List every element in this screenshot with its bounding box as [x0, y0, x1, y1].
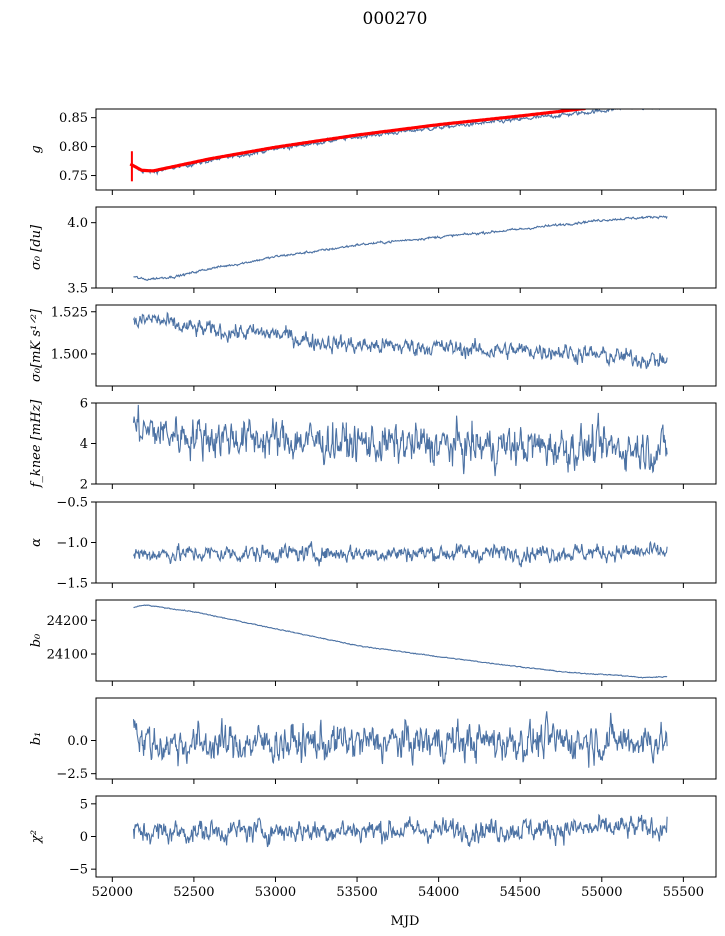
panel-chi2: −5 0 5 52000 52500 53000 53500 54000 54500 55000 5…	[29, 795, 717, 900]
series-line-b0	[133, 604, 668, 679]
x-axis-label: MJD	[391, 914, 420, 929]
y-axis-label-b0: b₀	[29, 633, 44, 647]
y-tick-label-sigma0_du: 3.5	[67, 282, 88, 297]
series-line-b1	[132, 711, 668, 768]
x-tick-label: 54500	[500, 885, 541, 900]
x-tick-label: 55500	[663, 885, 704, 900]
y-tick-label-g: 0.75	[59, 169, 88, 184]
panel-alpha: −1.5 −1.0 −0.5 α	[29, 496, 717, 592]
y-axis-label-sigma0_mks: σ₀[mK s¹ᐟ²]	[29, 308, 44, 382]
y-tick-label-alpha: −0.5	[56, 496, 88, 511]
x-tick-label: 53000	[255, 885, 296, 900]
y-tick-label-fknee: 4	[80, 437, 88, 452]
y-axis-label-fknee: f_knee [mHz]	[29, 399, 44, 489]
y-tick-label-chi2: −5	[69, 863, 88, 878]
axes-frame-fknee	[95, 402, 717, 485]
panel-g: 0.75 0.80 0.85 g	[29, 108, 717, 195]
y-axis-label-chi2: χ²	[29, 830, 44, 844]
y-axis-label-sigma0_du: σ₀ [du]	[29, 224, 44, 270]
y-tick-label-fknee: 6	[80, 397, 88, 412]
y-tick-label-alpha: −1.0	[56, 536, 88, 551]
series-line-chi2	[132, 813, 668, 848]
panel-fknee: 2 4 6 f_knee [mHz]	[29, 397, 717, 493]
axes-frame-alpha	[95, 501, 717, 584]
y-tick-label-g: 0.85	[59, 111, 88, 126]
series-line-g	[133, 109, 660, 176]
series-line-fknee	[132, 404, 668, 477]
y-axis-label-alpha: α	[29, 538, 44, 547]
x-tick-label: 52500	[173, 885, 214, 900]
series-line-alpha	[133, 540, 668, 568]
y-tick-label-sigma0_mks: 1.525	[51, 305, 88, 320]
y-tick-label-g: 0.80	[59, 140, 88, 155]
figure-title: 000270	[363, 9, 428, 29]
y-tick-label-alpha: −1.5	[56, 577, 88, 592]
y-tick-label-chi2: 5	[80, 797, 88, 812]
x-tick-label: 55000	[581, 885, 622, 900]
y-tick-label-fknee: 2	[80, 478, 88, 493]
overlay-line-g	[129, 109, 586, 173]
y-tick-label-sigma0_mks: 1.500	[51, 347, 88, 362]
x-tick-label: 52000	[92, 885, 133, 900]
y-tick-label-b1: 0.0	[67, 734, 88, 749]
y-tick-label-chi2: 0	[80, 830, 88, 845]
y-tick-label-b1: −2.5	[56, 767, 88, 782]
axes-frame-b1	[95, 697, 717, 780]
x-tick-label: 53500	[336, 885, 377, 900]
y-axis-label-g: g	[29, 145, 44, 153]
axes-frame-sigma0_du	[95, 206, 717, 289]
panels: 0.75 0.80 0.85 g 3.5 4.0 σ₀ [du] 1.500 1.525 σ₀[m…	[29, 108, 717, 900]
axes-frame-g	[95, 108, 717, 191]
axes-frame-sigma0_mks	[95, 304, 717, 387]
panel-sigma0_mks: 1.500 1.525 σ₀[mK s¹ᐟ²]	[29, 304, 717, 391]
y-axis-label-b1: b₁	[29, 732, 44, 746]
y-tick-label-b0: 24200	[47, 614, 88, 629]
axes-frame-b0	[95, 599, 717, 682]
axes-frame-chi2	[95, 795, 717, 878]
series-line-sigma0_mks	[133, 311, 668, 370]
panel-b1: −2.5 0.0 b₁	[29, 697, 717, 784]
series-line-sigma0_du	[133, 215, 668, 282]
panel-sigma0_du: 3.5 4.0 σ₀ [du]	[29, 206, 717, 297]
y-tick-label-sigma0_du: 4.0	[67, 216, 88, 231]
x-tick-label: 54000	[418, 885, 459, 900]
y-tick-label-b0: 24100	[47, 648, 88, 663]
